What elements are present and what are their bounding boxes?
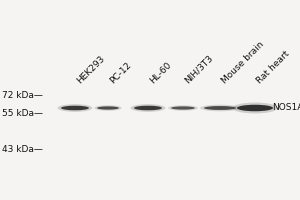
Ellipse shape bbox=[61, 106, 89, 110]
Text: 43 kDa—: 43 kDa— bbox=[2, 146, 43, 154]
Text: NIH/3T3: NIH/3T3 bbox=[183, 53, 215, 85]
Ellipse shape bbox=[130, 104, 166, 112]
Ellipse shape bbox=[232, 102, 278, 114]
Ellipse shape bbox=[134, 106, 162, 110]
Ellipse shape bbox=[97, 106, 119, 110]
Ellipse shape bbox=[171, 106, 195, 110]
Ellipse shape bbox=[237, 105, 273, 111]
Ellipse shape bbox=[168, 105, 198, 111]
Text: Rat heart: Rat heart bbox=[255, 49, 291, 85]
Ellipse shape bbox=[94, 105, 122, 111]
Text: 55 kDa—: 55 kDa— bbox=[2, 108, 43, 117]
Text: PC-12: PC-12 bbox=[108, 60, 133, 85]
Text: HL-60: HL-60 bbox=[148, 60, 173, 85]
Text: 72 kDa—: 72 kDa— bbox=[2, 92, 43, 100]
Text: Mouse brain: Mouse brain bbox=[220, 39, 266, 85]
Ellipse shape bbox=[204, 106, 236, 110]
Ellipse shape bbox=[200, 105, 240, 111]
Text: NOS1AP: NOS1AP bbox=[272, 104, 300, 112]
Text: HEK293: HEK293 bbox=[75, 54, 106, 85]
Ellipse shape bbox=[58, 104, 92, 112]
